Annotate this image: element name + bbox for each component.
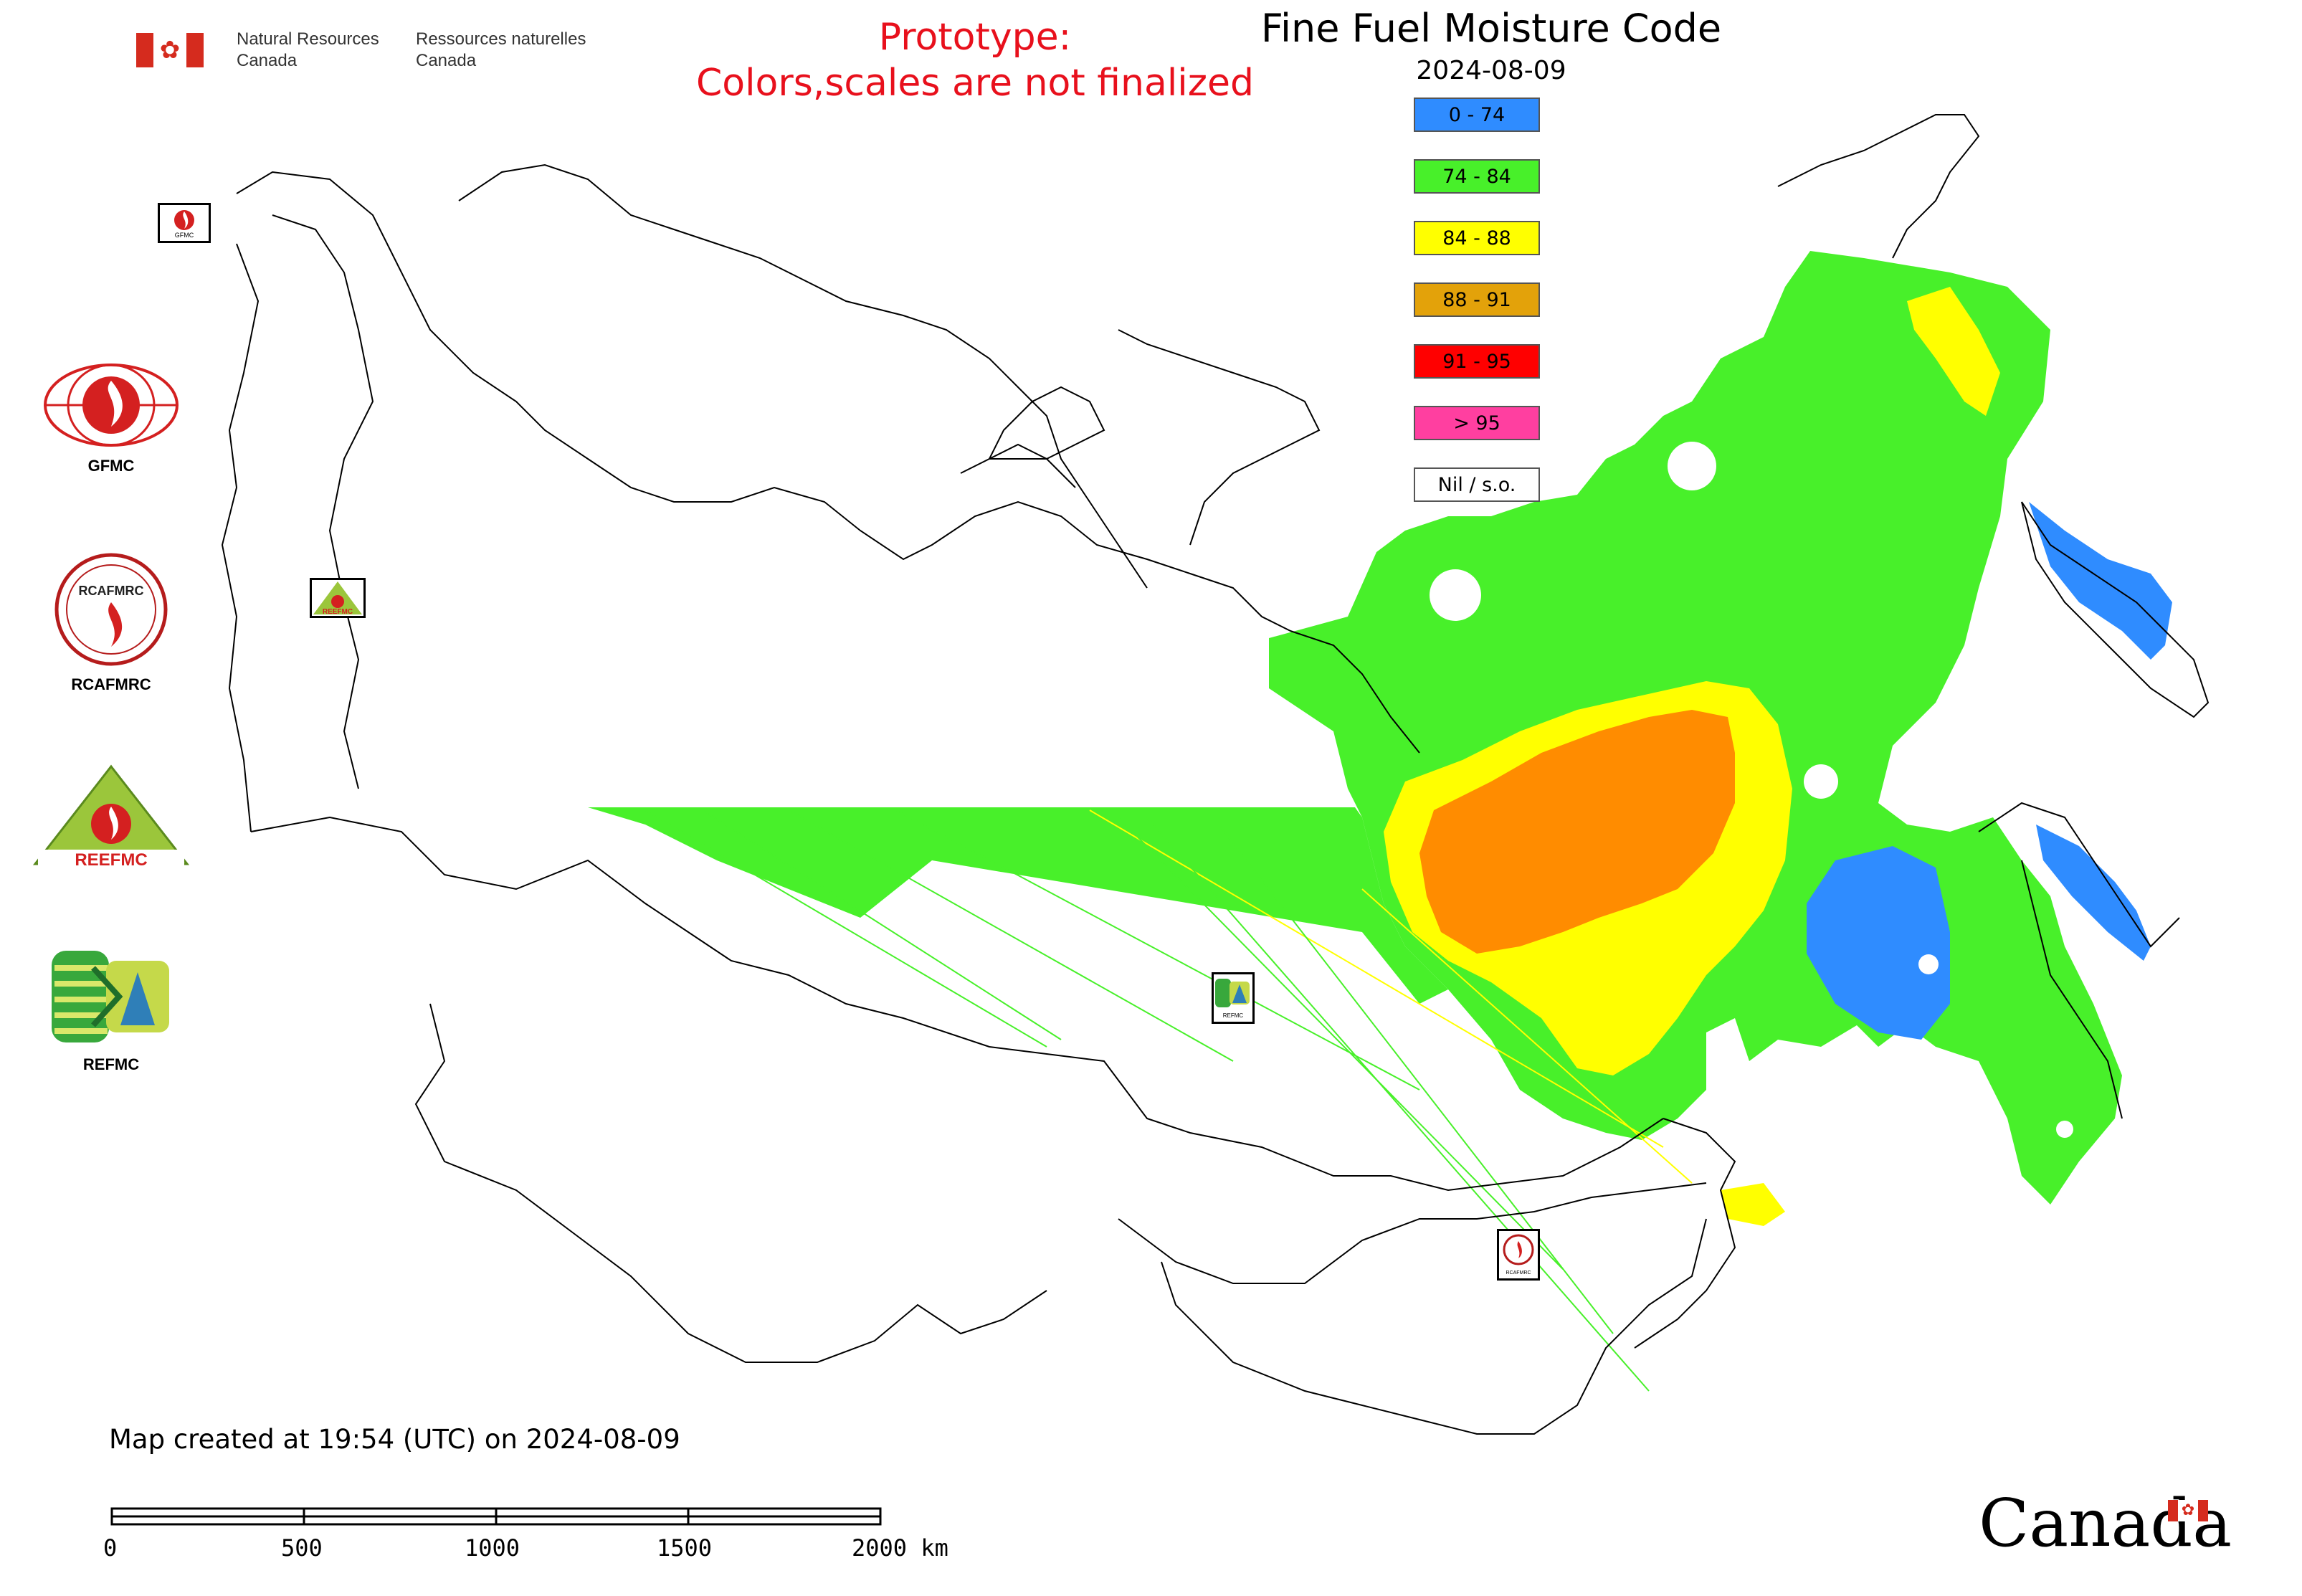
russia-outline <box>236 171 1420 754</box>
svg-text:REEFMC: REEFMC <box>75 850 147 870</box>
scale-tick-label: 1500 <box>657 1534 713 1562</box>
legend-item: 91 - 95 <box>1414 344 1540 379</box>
svg-text:REEFMC: REEFMC <box>323 608 353 616</box>
chukotka-coast <box>1777 114 1980 259</box>
region-boundaries <box>221 114 2210 1435</box>
ffmc-data-layer <box>588 251 2172 1226</box>
canada-flag-icon: ✿ <box>136 33 204 67</box>
kazakhstan-border <box>250 816 1664 1192</box>
gfmc-marker-icon: GFMC <box>174 210 194 239</box>
map-date: 2024-08-09 <box>1416 56 1566 85</box>
nil-data-hole <box>1668 442 1716 490</box>
mongolia-border <box>1118 1182 1707 1435</box>
ffmc-blue-kamchatka <box>2036 825 2151 961</box>
scale-tick-label: 2000 km <box>852 1534 948 1562</box>
legend-item: Nil / s.o. <box>1414 467 1540 502</box>
legend-item: 0 - 74 <box>1414 98 1540 132</box>
ffmc-yellow-china <box>1721 1183 1785 1226</box>
department-name-fr: Ressources naturelles Canada <box>416 29 586 70</box>
nrcan-signature: ✿ Natural Resources Canada Ressources na… <box>136 29 609 79</box>
reefmc-marker-icon: REEFMC <box>313 581 362 616</box>
ffmc-green-west-strip <box>588 807 1448 1004</box>
kamchatka-outline <box>2021 501 2210 718</box>
refmc-logo: REFMC <box>50 946 172 1074</box>
reefmc-logo-icon: REEFMC <box>32 764 190 870</box>
scale-tick-label: 500 <box>281 1534 323 1562</box>
refmc-logo-icon <box>52 951 169 1042</box>
gfmc-logo-icon <box>44 364 179 447</box>
scale-bar <box>110 1507 882 1526</box>
scale-tick-label: 1000 <box>465 1534 520 1562</box>
map-title: Fine Fuel Moisture Code <box>1260 6 1722 51</box>
svg-text:GFMC: GFMC <box>175 232 194 239</box>
ffmc-blue-sakhalin <box>2029 502 2172 660</box>
scale-tick-label: 0 <box>103 1534 118 1562</box>
ffmc-blue-east <box>1807 846 1950 1040</box>
reefmc-logo: REEFMC <box>32 764 190 875</box>
central-asia-border <box>414 1003 1047 1363</box>
legend-item: 74 - 84 <box>1414 159 1540 194</box>
legend-item: > 95 <box>1414 406 1540 440</box>
raster-streaks <box>645 809 1693 1392</box>
china-border-east <box>1634 1118 1736 1349</box>
legend-item: 84 - 88 <box>1414 221 1540 255</box>
prototype-notice: Prototype: Colors,scales are not finaliz… <box>695 16 1255 105</box>
rcafmrc-map-marker[interactable]: RCAFMRC <box>1497 1229 1540 1281</box>
nil-data-hole <box>1804 764 1838 799</box>
department-name-en: Natural Resources Canada <box>237 29 379 70</box>
rcafmrc-logo: RCAFMRC RCAFMRC <box>39 552 183 694</box>
map-created-note: Map created at 19:54 (UTC) on 2024-08-09 <box>109 1424 680 1455</box>
ffmc-orange-core <box>1419 710 1735 954</box>
rcafmrc-logo-icon: RCAFMRC <box>54 553 168 666</box>
rcafmrc-marker-icon: RCAFMRC <box>1503 1234 1534 1276</box>
novaya-zemlya <box>988 386 1105 460</box>
taymyr-coast <box>1118 329 1321 546</box>
svg-text:REFMC: REFMC <box>1223 1012 1244 1019</box>
west-interior-borders <box>221 214 374 832</box>
gfmc-map-marker[interactable]: GFMC <box>158 203 211 243</box>
nil-data-hole <box>1918 954 1939 974</box>
refmc-map-marker[interactable]: REFMC <box>1212 972 1255 1024</box>
svg-text:RCAFMRC: RCAFMRC <box>1506 1270 1531 1276</box>
refmc-marker-icon: REFMC <box>1215 979 1250 1019</box>
canada-wordmark: Canada ✿ <box>1979 1485 2232 1562</box>
nil-data-hole <box>2056 1121 2073 1138</box>
north-coast <box>458 163 1148 589</box>
legend-item: 88 - 91 <box>1414 282 1540 317</box>
svg-text:RCAFMRC: RCAFMRC <box>79 584 144 598</box>
nil-data-hole <box>1430 569 1481 621</box>
ffmc-yellow-north <box>1907 287 2000 416</box>
east-coast-okhotsk <box>1978 802 2180 1119</box>
canada-flag-icon: ✿ <box>2168 1500 2208 1521</box>
reefmc-map-marker[interactable]: REEFMC <box>310 578 366 618</box>
gfmc-logo: GFMC <box>39 362 183 475</box>
